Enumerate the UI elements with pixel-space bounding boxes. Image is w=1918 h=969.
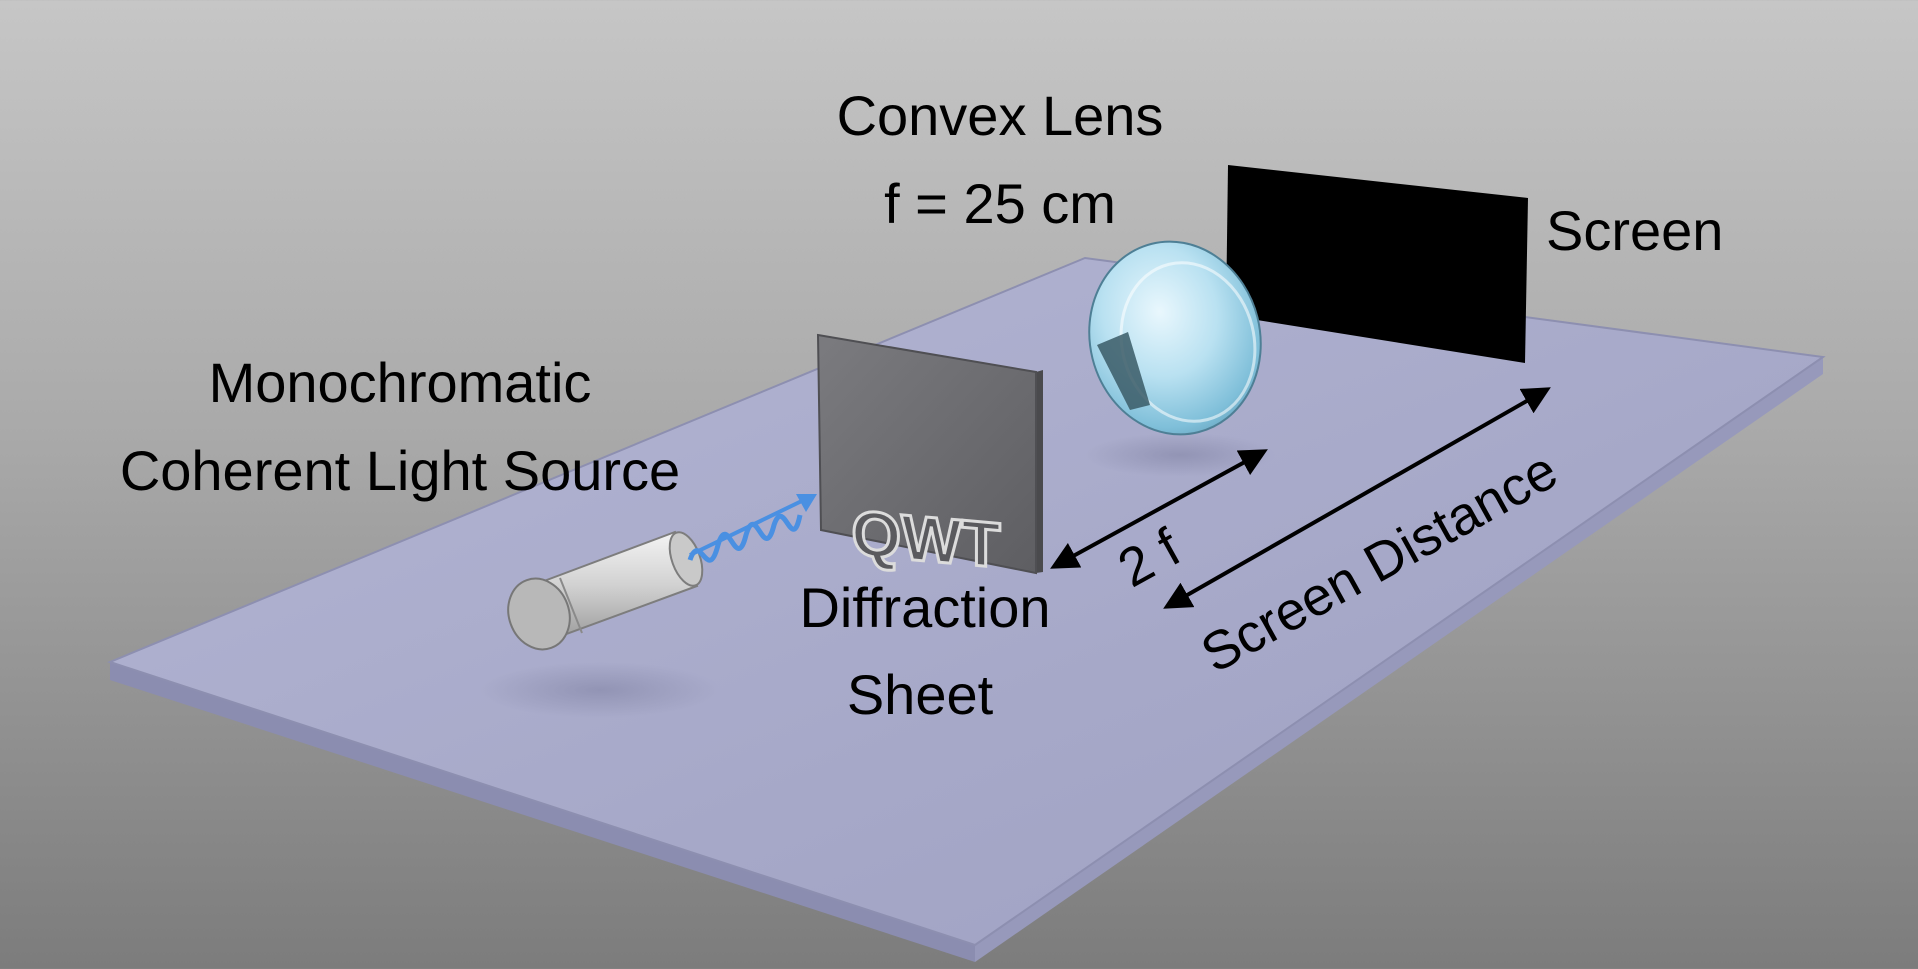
sheet-cutout-text: QWT: [851, 497, 1000, 582]
table-front-edge: [110, 662, 975, 962]
cylinder-shadow: [480, 662, 720, 718]
light-wave-icon: [687, 494, 817, 563]
sheet-edge: [1036, 370, 1043, 573]
table-right-edge: [975, 357, 1823, 962]
screen-label: Screen: [1546, 199, 1723, 262]
lens-label-line2: f = 25 cm: [884, 172, 1116, 235]
light-source-label-line1: Monochromatic: [209, 351, 592, 414]
convex-lens-icon: [1088, 240, 1262, 436]
diffraction-sheet: QWT: [816, 333, 1043, 583]
light-source-label-line2: Coherent Light Source: [120, 439, 680, 502]
diffraction-label-line1: Diffraction: [799, 576, 1050, 639]
screen-panel: [1226, 165, 1528, 363]
screen-question-mark: ?: [1342, 207, 1402, 328]
lens-shadow: [1085, 433, 1275, 477]
sheet-panel: [816, 333, 1037, 575]
lens-label-line1: Convex Lens: [837, 84, 1164, 147]
diffraction-label-line2: Sheet: [847, 663, 994, 726]
laser-cylinder-icon: [507, 530, 704, 651]
projection-screen: ?: [1226, 165, 1528, 363]
screen-distance-arrow: [1163, 387, 1551, 609]
